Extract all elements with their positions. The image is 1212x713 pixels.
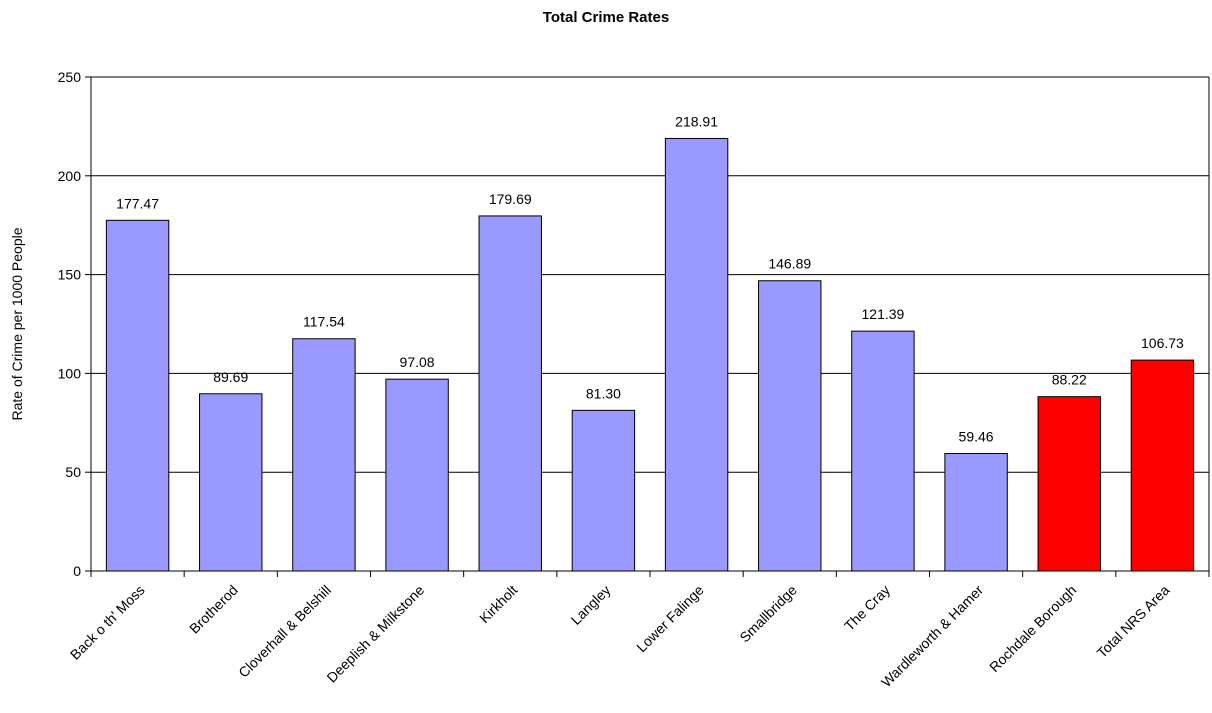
bar [664,137,729,572]
x-tick-label: Deeplish & Milkstone [323,582,427,686]
bar [944,453,1008,572]
y-axis-title: Rate of Crime per 1000 People [9,227,25,420]
data-label: 117.54 [303,314,345,330]
bar [758,280,822,572]
y-tick-label: 250 [58,69,82,85]
y-tick-label: 150 [58,267,82,283]
x-tick-label: Brotherod [186,582,241,637]
data-label: 121.39 [862,306,905,322]
bar [292,338,356,572]
data-label: 81.30 [586,385,621,401]
y-tick-label: 100 [58,365,82,381]
chart-title: Total Crime Rates [542,9,670,26]
x-tick-label: Rochdale Borough [986,582,1079,675]
y-tick-label: 50 [65,464,81,480]
bar [199,393,263,572]
bar [851,330,915,572]
bars [105,137,1195,572]
data-label: 106.73 [1141,335,1184,351]
data-label: 179.69 [489,191,532,207]
x-tick-label: Langley [568,582,614,628]
x-tick-label: Kirkholt [476,582,520,626]
data-label: 97.08 [400,354,435,370]
x-tick-label: The Cray [841,582,893,634]
data-label: 218.91 [675,113,718,129]
data-label: 146.89 [768,256,811,272]
axes [85,76,1210,577]
data-label: 88.22 [1052,372,1087,388]
bar [105,219,170,572]
x-tick-label: Smallbridge [736,582,800,646]
data-label: 177.47 [116,195,159,211]
bar [1037,396,1101,572]
gridlines [91,76,1209,473]
y-tick-label: 200 [58,168,82,184]
y-tick-label: 0 [73,563,81,579]
x-tick-label: Back o th' Moss [67,582,148,663]
x-tick-label: Wardleworth & Hamer [878,582,987,691]
x-tick-label: Total NRS Area [1094,582,1173,661]
data-label: 59.46 [959,429,994,445]
plot-area [91,77,1209,571]
x-tick-label: Cloverhall & Belshill [235,582,334,681]
bar [478,215,542,572]
x-tick-label: Lower Falinge [633,582,707,656]
data-label: 89.69 [213,369,248,385]
bar [1130,359,1195,572]
bar [571,409,636,572]
bar [385,378,449,572]
